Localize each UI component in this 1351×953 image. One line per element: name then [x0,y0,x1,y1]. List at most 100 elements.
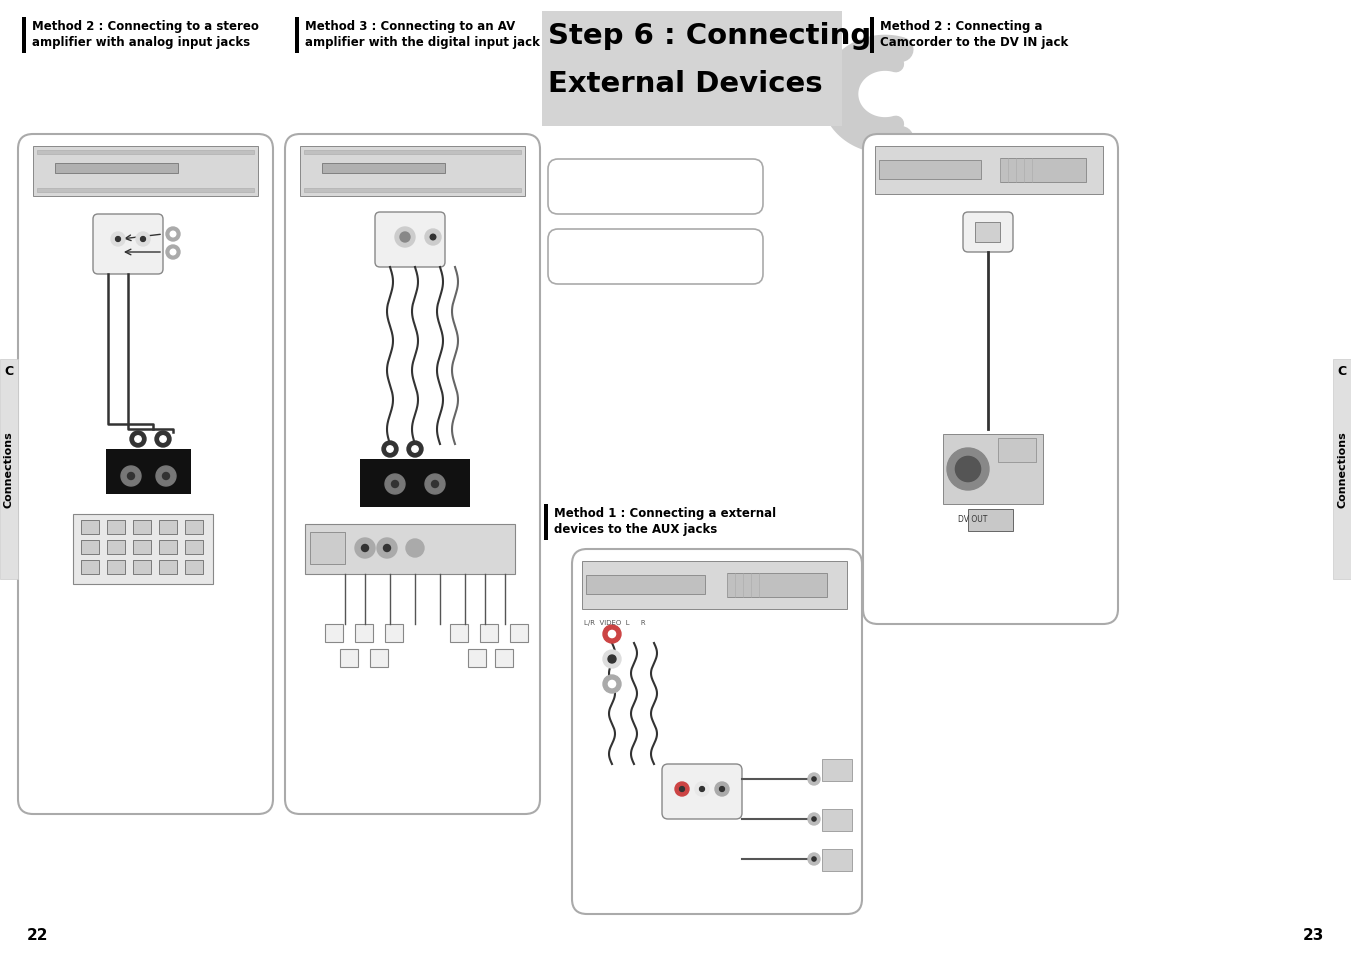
Bar [185,560,203,575]
Circle shape [111,233,126,247]
Circle shape [355,538,376,558]
Bar [22,18,26,54]
Circle shape [384,545,390,552]
Circle shape [170,232,176,237]
Circle shape [400,233,409,243]
Bar [821,760,852,781]
Text: 22: 22 [27,927,49,942]
Bar [880,161,981,180]
Bar [81,520,99,535]
Circle shape [680,787,685,792]
Bar [480,624,499,642]
Bar [998,438,1036,462]
Circle shape [431,481,439,488]
Text: C: C [1337,365,1347,377]
Bar [0,359,18,579]
Circle shape [412,446,419,453]
FancyBboxPatch shape [863,135,1119,624]
Circle shape [700,787,704,792]
Circle shape [694,782,709,796]
Circle shape [159,436,166,443]
Circle shape [676,782,689,796]
Circle shape [608,656,616,663]
Text: Method 2 : Connecting a: Method 2 : Connecting a [880,20,1043,33]
Bar [509,624,528,642]
Bar [107,560,126,575]
FancyBboxPatch shape [285,135,540,814]
Bar [107,540,126,555]
Text: 23: 23 [1302,927,1324,942]
Circle shape [603,650,621,668]
Bar [132,540,151,555]
Bar [355,624,373,642]
Circle shape [407,539,424,558]
Bar [300,147,526,196]
Bar [975,223,1000,243]
Circle shape [155,432,172,448]
FancyBboxPatch shape [571,550,862,914]
Bar [159,560,177,575]
Circle shape [608,631,616,638]
Bar [494,649,513,667]
Circle shape [808,773,820,785]
Bar [32,147,258,196]
Circle shape [715,782,730,796]
Text: Method 3 : Connecting to an AV: Method 3 : Connecting to an AV [305,20,515,33]
Bar [544,504,549,540]
Bar [36,189,254,193]
Circle shape [122,467,141,486]
Bar [305,524,515,575]
Bar [159,540,177,555]
Bar [81,560,99,575]
Circle shape [608,656,616,663]
Circle shape [141,237,146,242]
Bar [159,520,177,535]
Circle shape [166,246,180,260]
Text: External Devices: External Devices [549,70,823,98]
Circle shape [385,475,405,495]
Circle shape [362,545,369,552]
Circle shape [608,680,616,688]
Text: amplifier with the digital input jack: amplifier with the digital input jack [305,36,540,49]
Circle shape [130,432,146,448]
Bar [943,435,1043,504]
Bar [304,151,521,154]
Circle shape [116,237,120,242]
Circle shape [407,441,423,457]
Circle shape [127,473,135,480]
Circle shape [166,228,180,242]
Circle shape [430,235,436,240]
Bar [370,649,388,667]
Circle shape [135,436,142,443]
Bar [969,510,1013,532]
Circle shape [162,473,169,480]
Circle shape [382,441,399,457]
Circle shape [603,625,621,643]
Circle shape [426,230,440,246]
Bar [340,649,358,667]
FancyBboxPatch shape [662,764,742,820]
FancyBboxPatch shape [376,213,444,268]
Circle shape [812,817,816,821]
Text: Step 6 : Connecting: Step 6 : Connecting [549,22,871,50]
Bar [185,540,203,555]
Circle shape [947,449,989,491]
Circle shape [955,456,981,482]
Bar [821,809,852,831]
Bar [727,574,827,598]
Bar [1333,359,1351,579]
Circle shape [808,813,820,825]
Bar [326,624,343,642]
FancyBboxPatch shape [549,160,763,214]
Circle shape [394,228,415,248]
Bar [586,576,705,595]
FancyBboxPatch shape [93,214,163,274]
Text: DV OUT: DV OUT [958,515,988,523]
Bar [36,151,254,154]
Circle shape [812,777,816,781]
Circle shape [155,467,176,486]
Text: Connections: Connections [1337,431,1347,508]
Circle shape [426,475,444,495]
Text: devices to the AUX jacks: devices to the AUX jacks [554,522,717,536]
Circle shape [136,233,150,247]
